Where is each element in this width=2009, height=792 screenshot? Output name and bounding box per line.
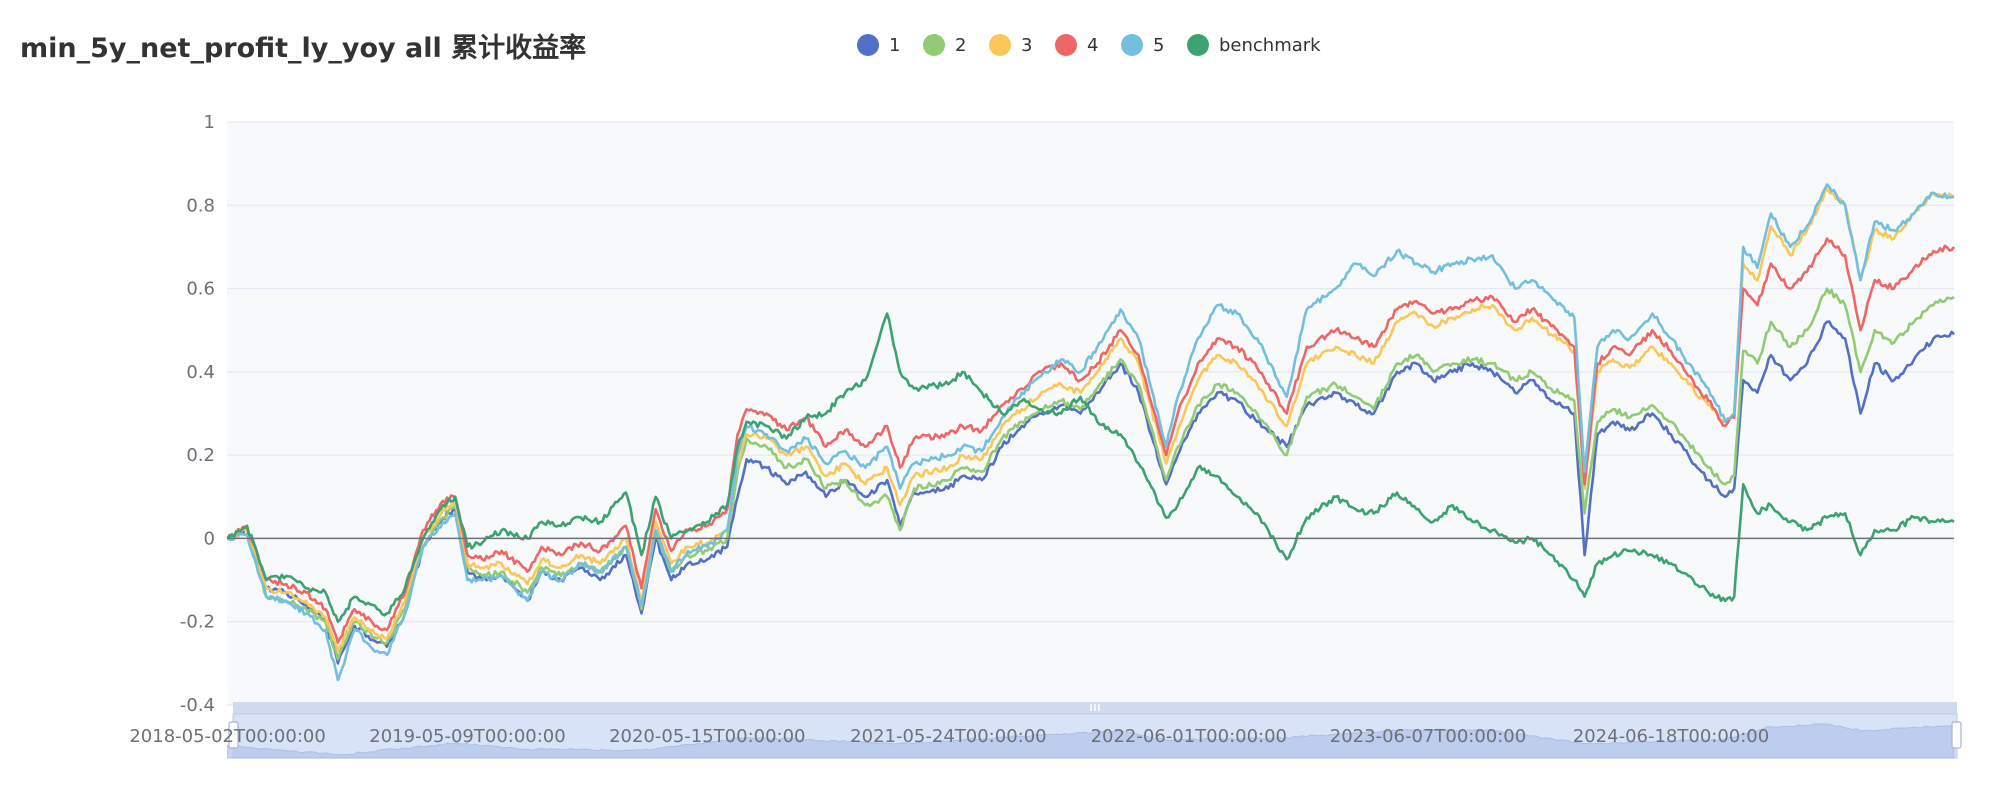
x-axis: 2018-05-02T00:00:00 2019-05-09T00:00:00 20… xyxy=(129,726,1769,747)
x-tick-label: 2021-05-24T00:00:00 xyxy=(850,726,1046,747)
y-tick-label: 1 xyxy=(204,112,215,133)
y-tick-label: 0.8 xyxy=(186,195,215,216)
datazoom-left-handle[interactable] xyxy=(228,721,239,749)
series-lines xyxy=(226,183,1956,682)
chart-title: min_5y_net_profit_ly_yoy all 累计收益率 xyxy=(20,32,586,64)
y-tick-label: 0.2 xyxy=(186,445,215,466)
legend-label[interactable]: 5 xyxy=(1153,35,1164,56)
y-tick-label: 0 xyxy=(204,528,215,549)
series-line-5 xyxy=(226,183,1955,682)
x-tick-label: 2018-05-02T00:00:00 xyxy=(129,726,325,747)
datazoom-grip-icon[interactable] xyxy=(1090,704,1100,711)
y-tick-label: -0.4 xyxy=(180,695,215,716)
legend-label[interactable]: 4 xyxy=(1087,35,1098,56)
series-line-benchmark xyxy=(226,312,1955,623)
datazoom-overview xyxy=(227,723,1955,759)
series-line-4 xyxy=(226,237,1956,644)
legend-label[interactable]: 1 xyxy=(889,35,900,56)
x-tick-label: 2019-05-09T00:00:00 xyxy=(369,726,565,747)
legend-marker-icon[interactable] xyxy=(1187,34,1209,56)
y-tick-label: -0.2 xyxy=(180,612,215,633)
legend-marker-icon[interactable] xyxy=(989,34,1011,56)
x-tick-label: 2022-06-01T00:00:00 xyxy=(1091,726,1287,747)
legend-marker-icon[interactable] xyxy=(923,34,945,56)
series-line-3 xyxy=(226,187,1955,653)
y-tick-label: 0.6 xyxy=(186,279,215,300)
legend-label[interactable]: benchmark xyxy=(1219,35,1321,56)
series-line-2 xyxy=(227,287,1955,661)
y-axis: 1 0.8 0.6 0.4 0.2 0 -0.2 -0.4 xyxy=(180,112,215,716)
datazoom-slider[interactable] xyxy=(227,702,1962,759)
y-tick-label: 0.4 xyxy=(186,362,215,383)
legend: 1 2 3 4 5 benchmark xyxy=(857,34,1321,56)
legend-marker-icon[interactable] xyxy=(1121,34,1143,56)
x-tick-label: 2023-06-07T00:00:00 xyxy=(1330,726,1526,747)
legend-marker-icon[interactable] xyxy=(857,34,879,56)
legend-label[interactable]: 3 xyxy=(1021,35,1032,56)
datazoom-right-handle[interactable] xyxy=(1951,721,1962,749)
x-tick-label: 2020-05-15T00:00:00 xyxy=(609,726,805,747)
x-tick-label: 2024-06-18T00:00:00 xyxy=(1573,726,1769,747)
legend-marker-icon[interactable] xyxy=(1055,34,1077,56)
legend-label[interactable]: 2 xyxy=(955,35,966,56)
